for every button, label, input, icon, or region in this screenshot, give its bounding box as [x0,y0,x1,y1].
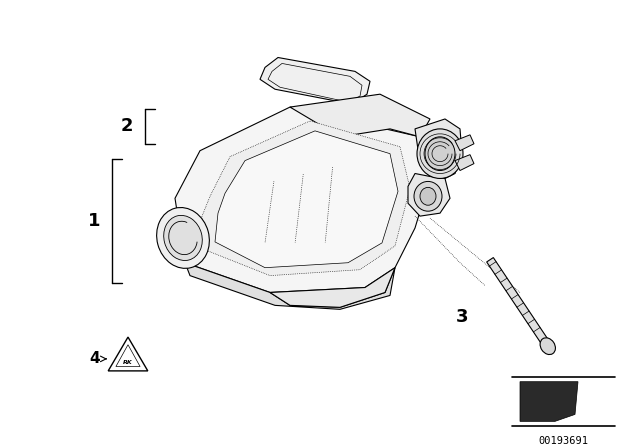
Polygon shape [270,268,395,307]
Ellipse shape [157,207,209,268]
Polygon shape [175,107,430,293]
Polygon shape [455,135,474,151]
Ellipse shape [540,338,556,354]
Ellipse shape [425,137,455,171]
Ellipse shape [420,187,436,205]
Polygon shape [185,263,395,309]
Polygon shape [268,64,362,102]
Text: 3: 3 [456,308,468,326]
Polygon shape [200,121,410,276]
Polygon shape [520,382,578,422]
Polygon shape [455,155,474,171]
Polygon shape [290,94,430,137]
Text: 4: 4 [90,351,100,366]
Polygon shape [108,337,148,371]
Ellipse shape [164,215,202,260]
Text: 00193691: 00193691 [538,436,589,446]
Text: RK: RK [123,360,133,366]
Polygon shape [215,131,398,268]
Ellipse shape [414,181,442,211]
Text: 1: 1 [88,211,100,229]
Polygon shape [260,57,370,104]
Polygon shape [116,345,140,366]
Text: 2: 2 [120,117,133,135]
Polygon shape [408,173,450,216]
Ellipse shape [417,129,463,178]
Polygon shape [486,258,548,344]
Polygon shape [415,119,462,178]
